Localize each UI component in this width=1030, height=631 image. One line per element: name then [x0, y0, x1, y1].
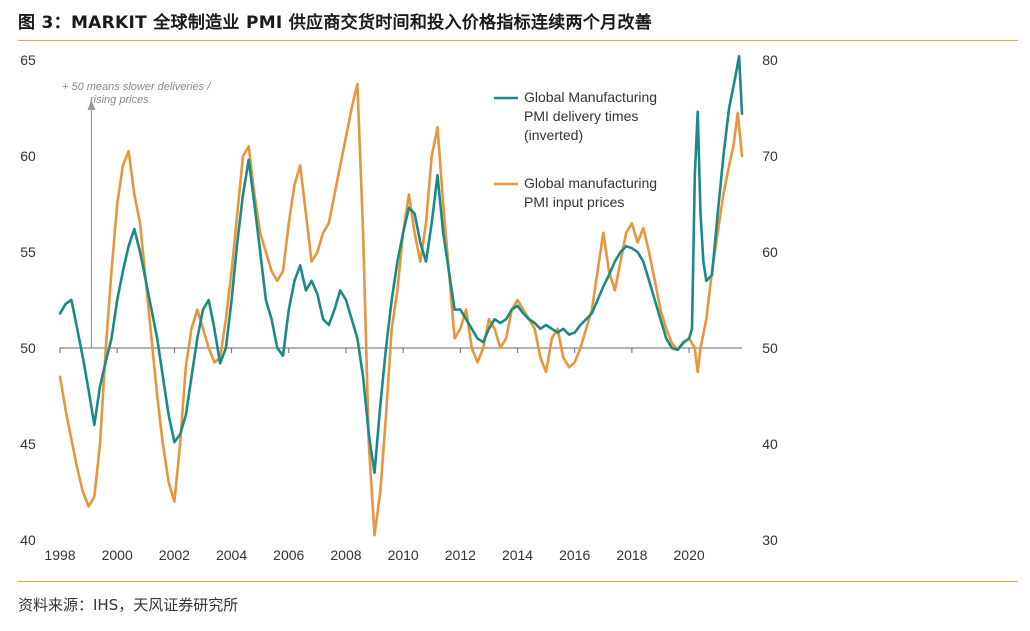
right-tick-label: 80 — [762, 52, 778, 68]
source-divider — [18, 581, 1018, 582]
x-tick-label: 2018 — [616, 547, 647, 563]
x-tick-label: 2000 — [102, 547, 133, 563]
left-tick-label: 45 — [20, 436, 36, 452]
x-tick-label: 2006 — [273, 547, 304, 563]
annotation-line-2: rising prices — [90, 94, 149, 106]
legend-label-delivery-line-1: Global Manufacturing — [524, 89, 657, 105]
annotation-line-1: + 50 means slower deliveries / — [62, 81, 211, 93]
right-tick-label: 70 — [762, 148, 778, 164]
right-tick-label: 60 — [762, 244, 778, 260]
x-tick-label: 2012 — [445, 547, 476, 563]
legend-label-delivery-line-2: PMI delivery times — [524, 108, 638, 124]
x-tick-label: 2002 — [159, 547, 190, 563]
series-delivery-times-line — [58, 54, 744, 475]
x-tick-label: 2020 — [674, 547, 705, 563]
title-divider — [18, 40, 1018, 41]
left-tick-label: 40 — [20, 532, 36, 548]
annotation-arrowhead — [87, 100, 96, 110]
x-tick-label: 2014 — [502, 547, 533, 563]
x-tick-label: 2010 — [388, 547, 419, 563]
right-axis-ticks: 30 40 50 60 70 80 — [762, 52, 778, 548]
series-layer — [58, 54, 744, 537]
x-tick-label: 2008 — [330, 547, 361, 563]
figure-title: 图 3：MARKIT 全球制造业 PMI 供应商交货时间和投入价格指标连续两个月… — [18, 13, 653, 33]
right-tick-label: 30 — [762, 532, 778, 548]
legend-label-delivery-line-3: (inverted) — [524, 127, 583, 143]
x-axis-ticks: 1998 2000 2002 2004 2006 2008 2010 2012 2014 2016… — [44, 348, 705, 563]
left-axis-ticks: 40 45 50 55 60 65 — [20, 52, 36, 548]
series-input-prices-line — [58, 82, 744, 537]
left-tick-label: 60 — [20, 148, 36, 164]
legend-label-prices-line-2: PMI input prices — [524, 194, 624, 210]
x-tick-label: 1998 — [44, 547, 75, 563]
source-note: 资料来源：IHS，天风证券研究所 — [18, 596, 239, 614]
line-chart: 40 45 50 55 60 65 30 40 50 60 70 80 1998 2000 2002 20… — [20, 52, 778, 563]
right-tick-label: 50 — [762, 340, 778, 356]
x-tick-label: 2004 — [216, 547, 247, 563]
legend-label-prices-line-1: Global manufacturing — [524, 175, 657, 191]
legend: Global Manufacturing PMI delivery times … — [494, 89, 657, 210]
left-tick-label: 65 — [20, 52, 36, 68]
left-tick-label: 55 — [20, 244, 36, 260]
left-tick-label: 50 — [20, 340, 36, 356]
x-tick-label: 2016 — [559, 547, 590, 563]
right-tick-label: 40 — [762, 436, 778, 452]
